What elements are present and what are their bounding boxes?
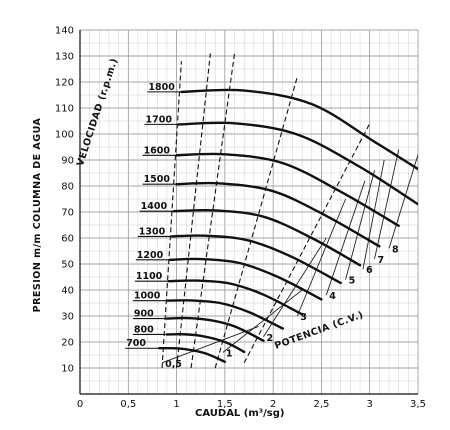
speed-curve-label: 1100 [136,271,163,282]
x-tick-label: 1 [173,399,179,410]
speed-curve-label: 800 [134,324,154,335]
speed-curve-label: 1600 [144,145,171,156]
x-tick-label: 2 [270,399,276,410]
speed-curve [172,208,362,267]
y-tick-label: 10 [61,364,74,375]
speed-curve [177,121,418,206]
power-line-label: 4 [329,291,336,302]
speed-curve-label: 1700 [146,114,173,125]
speed-curve-label: 700 [126,338,146,349]
y-tick-label: 50 [61,260,74,271]
speed-curve [170,234,342,285]
power-lines [161,149,418,364]
speed-curve-label: 900 [134,309,154,320]
y-tick-label: 110 [55,104,74,115]
x-tick-label: 3 [367,399,373,410]
x-tick-label: 0 [77,399,83,410]
speed-curve-label: 1000 [134,291,161,302]
power-line-label: 0,5 [165,359,182,370]
speed-curve [165,299,284,330]
speed-curve-label: 1400 [141,201,168,212]
power-line [374,149,400,259]
x-tick-label: 0,5 [120,399,136,410]
x-tick-label: 1,5 [217,399,233,410]
speed-curve [175,152,400,227]
speed-curve [180,88,418,171]
speed-axis-title: VELOCIDAD (r.p.m.) [75,57,120,168]
speed-curve-label: 1500 [144,174,171,185]
dashed-guide-line [214,76,298,369]
power-line [345,170,375,280]
y-tick-label: 120 [55,78,74,89]
power-line [388,153,418,249]
power-line-label: 6 [366,265,373,276]
power-line-label: 8 [392,244,399,255]
dashed-guide-line [161,61,182,369]
speed-curve-label: 1300 [139,226,166,237]
y-tick-label: 80 [61,182,74,193]
speed-curves [158,88,418,363]
power-line [222,289,303,353]
chart-labels: 0 0,5 1 1,5 2 2,5 3 3,5102030405060708090100110… [55,26,426,411]
dashed-guide-line [190,53,236,369]
y-tick-label: 100 [55,130,74,141]
y-tick-label: 90 [61,156,74,167]
y-tick-label: 70 [61,208,74,219]
power-line [263,237,327,338]
power-line [325,180,366,296]
y-tick-label: 140 [55,26,74,37]
y-tick-label: 30 [61,312,74,323]
x-tick-label: 2,5 [313,399,329,410]
speed-curve [168,257,323,301]
power-line [362,159,385,270]
x-axis-title: CAUDAL (m³/sg) [195,408,285,419]
speed-curve [165,332,246,354]
dashed-guide-lines [161,53,371,369]
speed-curve [175,181,381,248]
x-tick-label: 3,5 [410,399,426,410]
chart-axes [79,30,418,395]
speed-curve [165,316,265,342]
power-line [296,198,346,317]
power-line-label: 2 [266,333,273,344]
y-tick-label: 40 [61,286,74,297]
speed-curve-label: 1200 [137,250,164,261]
dashed-guide-line [176,53,211,369]
speed-curve [158,346,227,363]
speed-curve [167,279,304,316]
power-line [161,325,259,364]
power-line-label: 1 [226,348,233,359]
y-tick-label: 130 [55,52,74,63]
y-axis-title: PRESION m/m COLUMNA DE AGUA [32,118,43,313]
y-tick-label: 60 [61,234,74,245]
y-tick-label: 20 [61,338,74,349]
dashed-guide-line [243,123,371,364]
speed-curve-label: 1800 [148,82,175,93]
power-line-label: 7 [378,255,385,266]
power-line-label: 3 [300,312,307,323]
power-line-label: 5 [349,276,356,287]
